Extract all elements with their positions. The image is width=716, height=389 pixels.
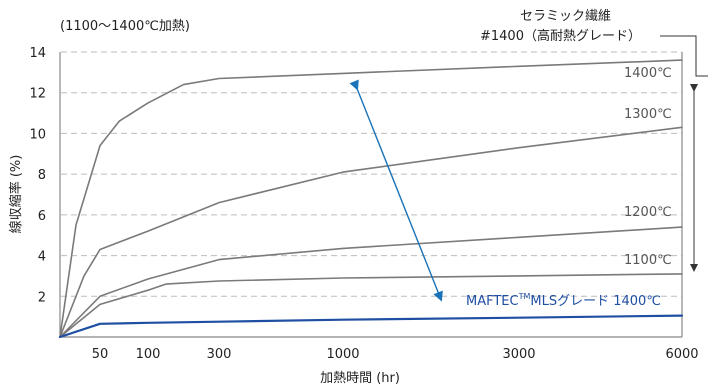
series-label-1200: 1200℃ [624,205,672,220]
y-tick-labels: 2 4 6 8 10 12 14 [29,46,46,305]
y-tick-6: 6 [38,209,46,224]
y-tick-12: 12 [29,87,46,102]
annotation-ceramic-grade: #1400（高耐熱グレード） [480,28,641,44]
series-label-mls-prefix: MAFTEC [466,294,519,309]
x-tick-3000: 3000 [502,347,535,362]
x-tick-6000: 6000 [665,347,698,362]
x-tick-50: 50 [92,347,109,362]
annotation-bracket [660,35,708,77]
grid [61,51,682,297]
x-tick-labels: 50 100 300 1000 3000 6000 [92,347,699,362]
x-axis-label: 加熱時間 (hr) [320,371,400,386]
y-tick-10: 10 [29,127,46,142]
comparison-arrow [349,79,443,302]
y-tick-2: 2 [38,290,46,305]
chart-subtitle: (1100〜1400℃加熱) [60,19,190,34]
series-line-3 [59,273,683,338]
series-label-1300: 1300℃ [624,107,672,122]
x-tick-300: 300 [207,347,232,362]
y-tick-8: 8 [38,168,46,183]
y-tick-14: 14 [29,46,46,61]
series-label-mls-suffix: MLSグレード 1400℃ [530,294,661,309]
series-lines [58,59,684,339]
series-line-1 [59,126,683,338]
series-label-mls-tm: TM [518,292,531,301]
series-label-mls: MAFTECTMMLSグレード 1400℃ [466,292,661,309]
y-tick-4: 4 [38,250,46,265]
y-axis-label: 線収縮率 (%) [8,155,24,234]
series-line-0 [59,59,683,338]
annotation-ceramic-fiber: セラミック繊維 [520,8,611,24]
x-tick-100: 100 [136,347,161,362]
series-line-4 [58,314,684,339]
x-tick-1000: 1000 [326,347,359,362]
series-label-1100: 1100℃ [624,253,672,268]
series-label-1400: 1400℃ [624,66,672,81]
series-line-2 [59,226,683,338]
